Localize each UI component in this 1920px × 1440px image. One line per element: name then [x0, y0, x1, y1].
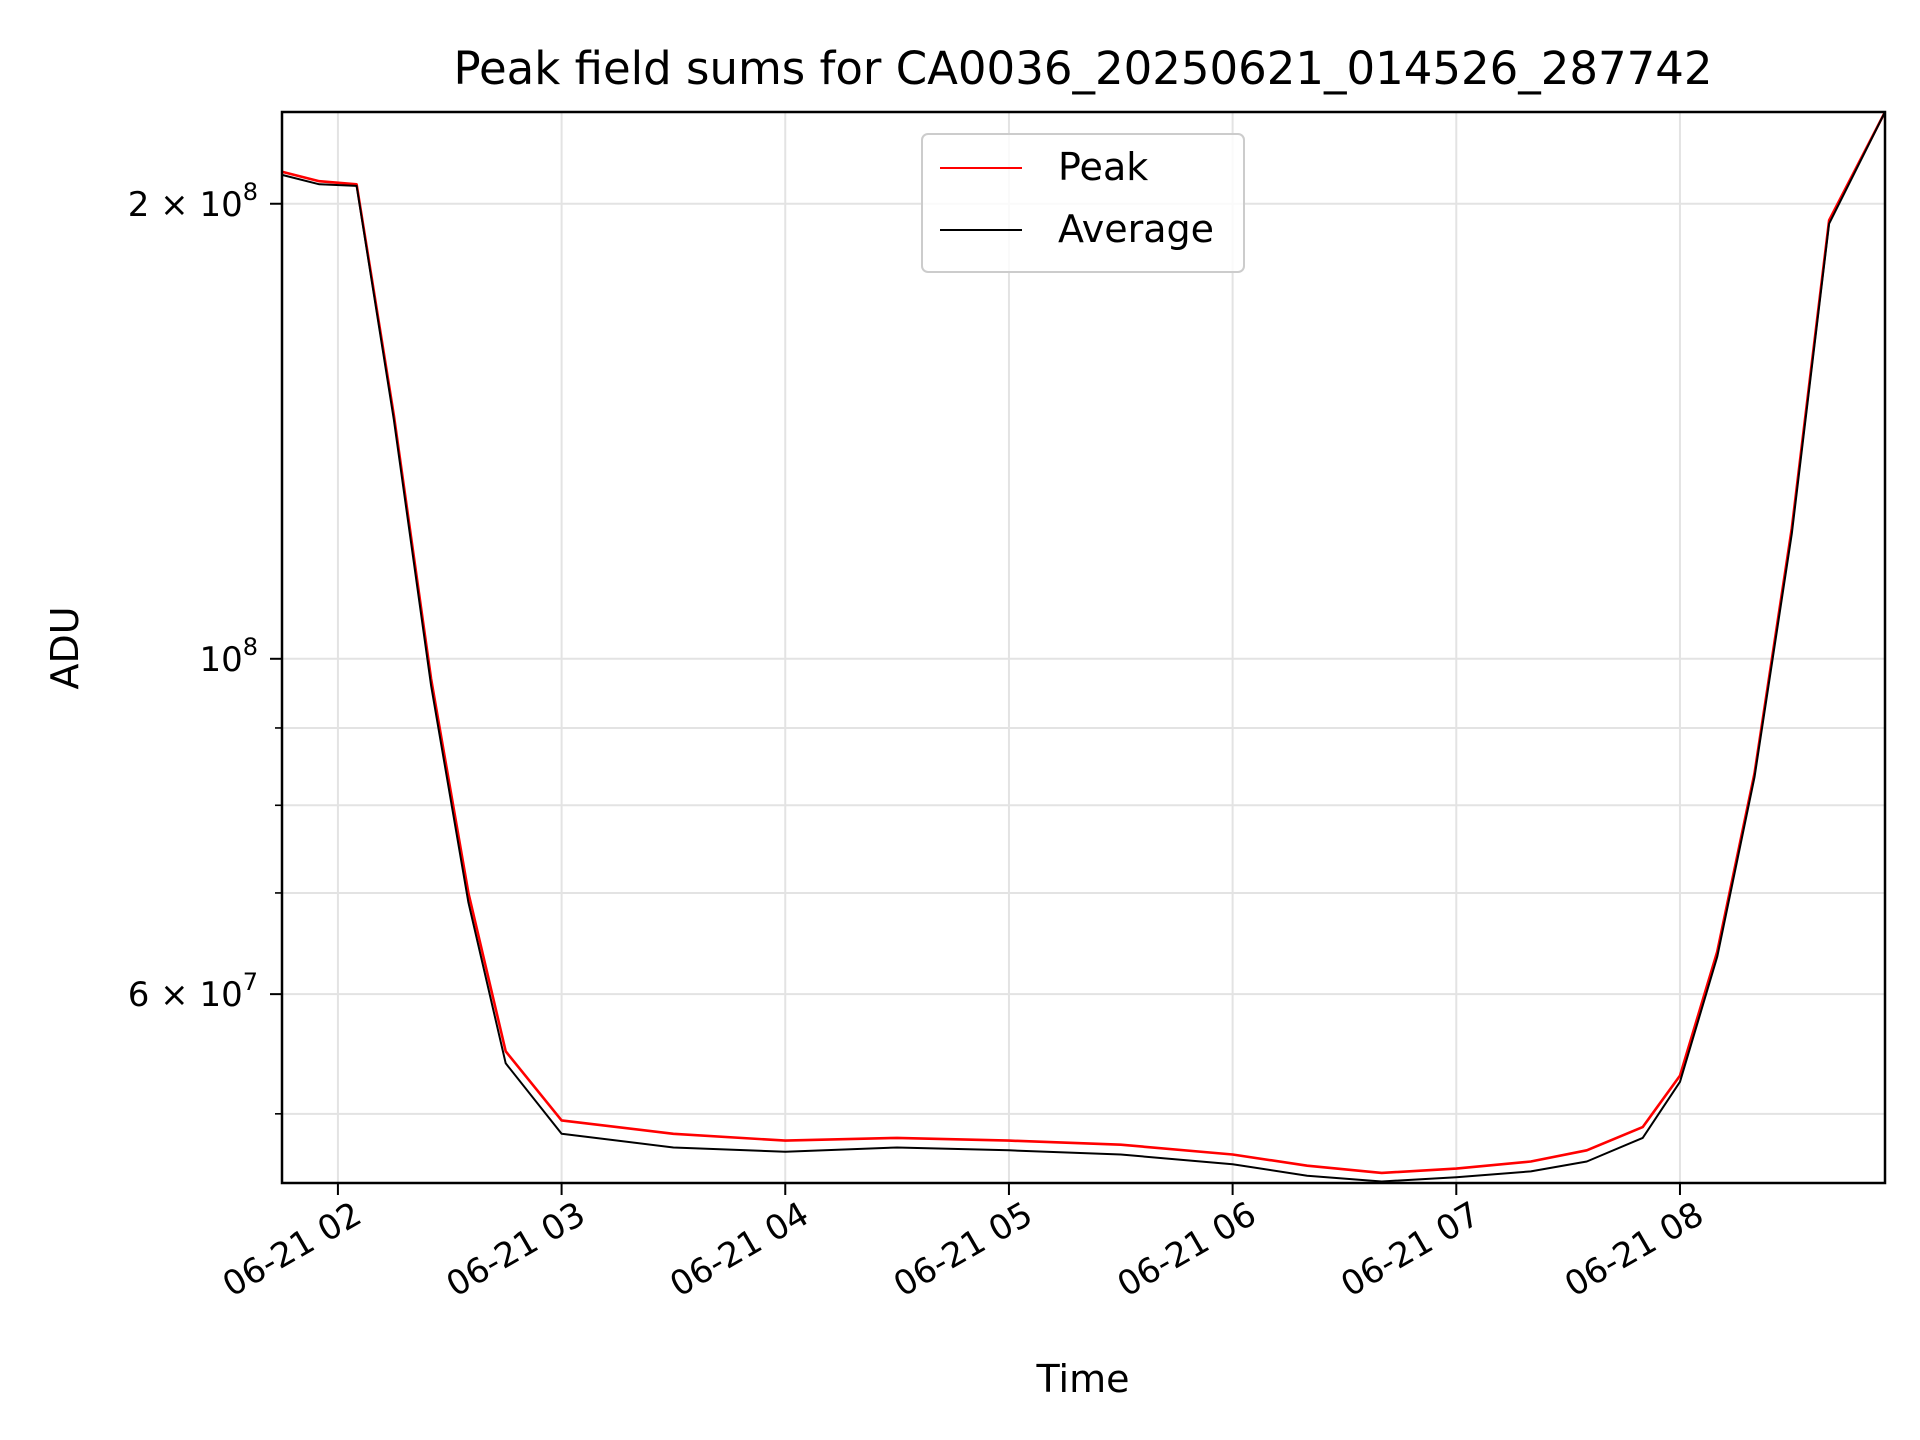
y-tick-label: 108	[199, 633, 258, 680]
series-lines	[281, 111, 1887, 1183]
chart-title: Peak field sums for CA0036_20250621_0145…	[453, 42, 1712, 95]
y-tick-label: 2 × 108	[128, 178, 258, 225]
y-axis: 2 × 108 108 6 × 107	[128, 178, 282, 1115]
x-tick-label: 06-21 05	[887, 1194, 1039, 1305]
plot-frame	[280, 110, 1887, 1185]
x-axis: 06-21 02 06-21 03 06-21 04 06-21 05 06-21 06…	[216, 1183, 1710, 1305]
y-tick-label: 6 × 107	[128, 968, 258, 1015]
series-line-peak	[281, 111, 1887, 1175]
x-tick-label: 06-21 03	[440, 1194, 592, 1305]
x-axis-label: Time	[1036, 1357, 1130, 1401]
grid	[282, 112, 1885, 1183]
y-axis-label: ADU	[43, 606, 87, 689]
x-tick-label: 06-21 06	[1111, 1194, 1263, 1305]
legend-label: Average	[1058, 207, 1214, 251]
x-tick-label: 06-21 08	[1558, 1194, 1710, 1305]
legend: Peak Average	[921, 133, 1245, 273]
x-tick-label: 06-21 07	[1334, 1194, 1486, 1305]
x-tick-label: 06-21 04	[663, 1194, 815, 1305]
series-line-average	[281, 111, 1886, 1183]
x-tick-label: 06-21 02	[216, 1194, 368, 1305]
legend-label: Peak	[1058, 145, 1148, 189]
